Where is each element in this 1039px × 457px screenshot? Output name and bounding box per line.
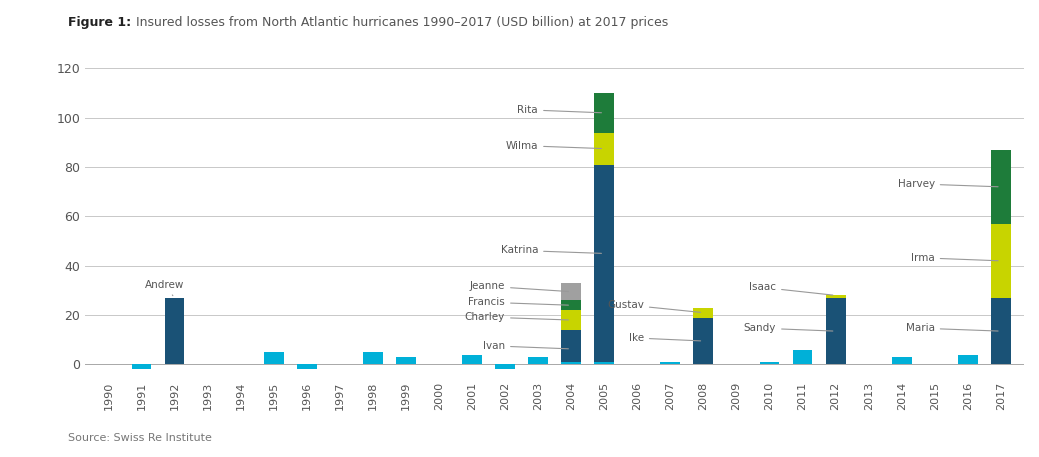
Bar	[891, 357, 911, 364]
Bar	[528, 357, 548, 364]
Text: Maria: Maria	[906, 323, 998, 333]
Text: Ike: Ike	[629, 333, 700, 343]
Bar	[693, 308, 714, 318]
Bar	[594, 133, 614, 165]
Text: Harvey: Harvey	[898, 179, 998, 189]
Bar	[991, 298, 1011, 364]
Bar	[991, 224, 1011, 298]
Bar	[594, 362, 614, 364]
Text: Andrew: Andrew	[144, 280, 184, 296]
Bar	[496, 364, 515, 369]
Bar	[561, 330, 581, 362]
Bar	[396, 357, 416, 364]
Text: Ivan: Ivan	[483, 341, 568, 351]
Text: Source: Swiss Re Institute: Source: Swiss Re Institute	[68, 433, 211, 443]
Bar	[561, 310, 581, 330]
Bar	[462, 355, 482, 364]
Text: Sandy: Sandy	[744, 323, 833, 333]
Bar	[760, 362, 779, 364]
Bar	[561, 300, 581, 310]
Text: Charley: Charley	[464, 312, 568, 322]
Bar	[826, 298, 846, 364]
Bar	[561, 283, 581, 300]
Text: Wilma: Wilma	[506, 141, 602, 151]
Bar	[297, 364, 317, 369]
Text: Katrina: Katrina	[501, 245, 602, 255]
Text: Gustav: Gustav	[607, 300, 700, 313]
Text: Irma: Irma	[911, 253, 998, 263]
Bar	[363, 352, 382, 364]
Bar	[594, 93, 614, 133]
Text: Jeanne: Jeanne	[470, 281, 568, 292]
Bar	[826, 295, 846, 298]
Bar	[164, 298, 185, 364]
Bar	[594, 165, 614, 362]
Bar	[561, 362, 581, 364]
Bar	[661, 362, 681, 364]
Bar	[991, 150, 1011, 224]
Bar	[264, 352, 284, 364]
Bar	[793, 350, 812, 364]
Text: Rita: Rita	[517, 105, 602, 115]
Text: Francis: Francis	[469, 297, 568, 307]
Text: Isaac: Isaac	[749, 282, 833, 295]
Bar	[958, 355, 978, 364]
Bar	[693, 318, 714, 364]
Text: Figure 1:: Figure 1:	[68, 16, 131, 29]
Bar	[132, 364, 152, 369]
Text: Insured losses from North Atlantic hurricanes 1990–2017 (USD billion) at 2017 pr: Insured losses from North Atlantic hurri…	[132, 16, 668, 29]
